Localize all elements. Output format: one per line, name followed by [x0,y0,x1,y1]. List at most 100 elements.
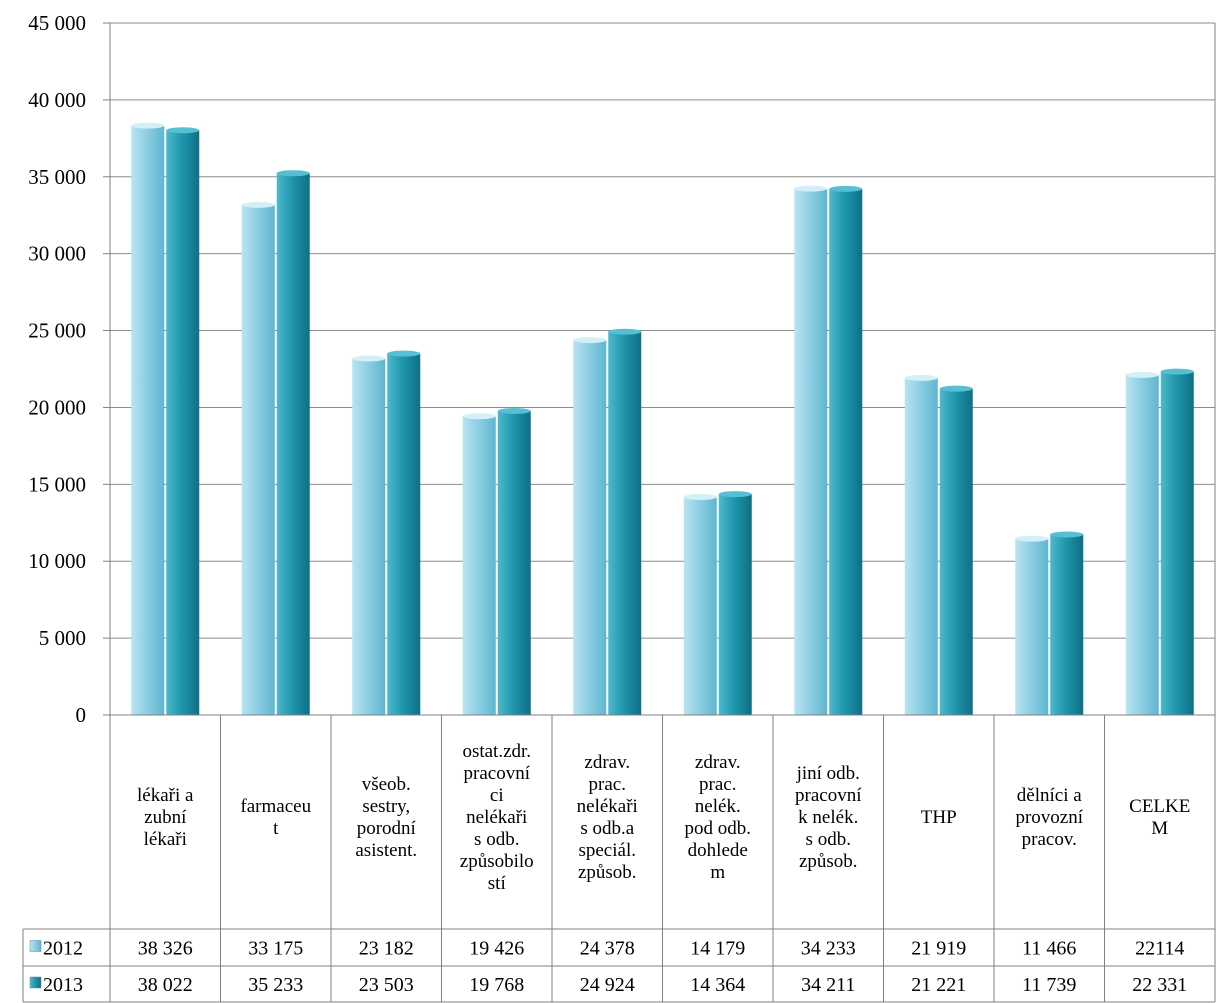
table-cell-value: 33 175 [248,938,303,960]
table-cell-value: 21 919 [911,938,966,960]
bar-cap [904,374,938,381]
category-label-line: s odb. [806,829,851,850]
bar-series-2013 [718,491,752,715]
legend-swatch [29,976,42,989]
category-label-line: zdrav. [695,752,741,773]
bar [387,353,421,715]
bar [497,411,531,715]
bar [939,388,973,715]
category-label-line: asistent. [355,840,417,861]
category-label-line: M [1151,818,1168,839]
table-cell-value: 14 179 [690,938,745,960]
bar-cap [166,127,200,134]
y-tick-label: 10 000 [28,549,86,573]
bar [683,496,717,715]
category-label: lékaři a zubní lékaři [137,785,194,850]
bar-cap [131,122,165,129]
category-label-line: CELKE [1129,796,1190,817]
gridlines [110,22,1215,639]
bar-series-2013 [1050,531,1084,715]
bar-series-2012 [683,493,717,715]
bar-cap [939,385,973,392]
bar-cap [608,328,642,335]
category-label-line: THP [921,807,957,828]
category-label-line: ostat.zdr. [462,741,531,762]
category-label: zdrav. prac. nelékaři s odb.a speciál. způsob… [577,752,638,883]
y-axis: 0 5 000 10 000 15 000 20 000 25 000 30 000 35 0… [28,11,111,727]
bar [166,130,200,715]
category-label: jiní odb. pracovní k nelék. s odb. způsob. [795,763,862,872]
category-label: ostat.zdr. pracovní ci nelékaři s odb. způsob… [460,741,534,894]
bar [829,188,863,716]
bar-series-2012 [462,413,496,715]
bar-series-2012 [904,374,938,715]
category-label-line: zdrav. [584,752,630,773]
table-cell-value: 11 739 [1022,974,1076,996]
category-label-line: prac. [589,774,626,795]
category-label-line: s odb.a [580,818,634,839]
category-label-line: sestry, [362,796,410,817]
bar-series-2012 [1125,371,1159,715]
category-label-line: nelékaři [466,807,527,828]
bar-cap [497,408,531,415]
bar-series-2012 [1015,535,1049,715]
bar [718,494,752,715]
category-label: farmaceu t [240,796,311,839]
table-cell-value: 11 466 [1022,938,1076,960]
category-label-line: s odb. [474,829,519,850]
category-label: zdrav. prac. nelék. pod odb. dohlede m [685,752,752,883]
category-label: všeob. sestry, porodní asistent. [355,774,417,861]
category-label-line: stí [488,873,507,894]
bar-cap [462,413,496,420]
bar-series-2012 [352,355,386,715]
bar [1125,374,1159,715]
bar-series-2012 [241,201,275,715]
legend-label: 2012 [43,938,83,960]
category-label: dělníci a provozní pracov. [1015,785,1083,850]
table-cell-value: 38 326 [138,938,193,960]
bar [573,340,607,715]
bar-cap [718,491,752,498]
category-label-line: lékaři [144,829,187,850]
y-tick-label: 15 000 [28,472,86,496]
bar-cap [794,185,828,192]
bar-series-2012 [573,337,607,715]
bar-cap [1015,535,1049,542]
y-tick-label: 25 000 [28,319,86,343]
category-label: THP [921,807,957,828]
table-cell-value: 34 211 [801,974,855,996]
data-table: lékaři a zubní lékaři farmaceu t všeob. sestry… [22,715,1216,1003]
table-cell-value: 24 924 [580,974,635,996]
table-cell-value: 22114 [1135,938,1184,960]
bars [103,122,1215,716]
bar-series-2013 [276,170,310,715]
bar [794,188,828,716]
category-label-line: dohlede [688,840,748,861]
category-label-line: způsob. [799,851,858,872]
category-label-line: zubní [144,807,187,828]
bar [904,377,938,715]
category-label-line: jiní odb. [796,763,860,784]
category-label-line: lékaři a [137,785,194,806]
category-label-line: provozní [1015,807,1083,828]
y-tick-label: 20 000 [28,395,86,419]
table-cell-value: 34 233 [801,938,856,960]
bar-cap [387,350,421,357]
bar [462,416,496,715]
category-label-line: prac. [699,774,736,795]
bar-series-2013 [608,328,642,715]
bar-cap [1050,531,1084,538]
y-tick-label: 40 000 [28,88,86,112]
category-label-line: pracovní [795,785,862,806]
table-cell-value: 22 331 [1132,974,1187,996]
bar-cap [573,337,607,344]
bar-cap [1125,371,1159,378]
table-cell-value: 24 378 [580,938,635,960]
table-cell-value: 23 503 [359,974,414,996]
y-tick-label: 30 000 [28,242,86,266]
category-label-line: speciál. [578,840,636,861]
bar-cap [352,355,386,362]
bar-series-2013 [497,408,531,715]
legend-label: 2013 [43,974,83,996]
